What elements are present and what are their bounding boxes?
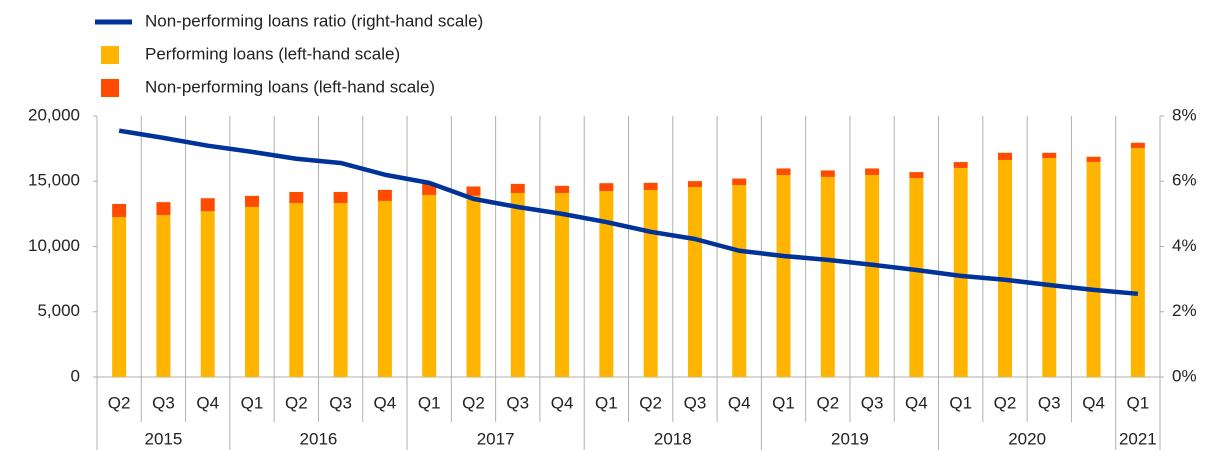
bar (687, 186, 702, 377)
y2-tick-label: 0% (1172, 366, 1197, 385)
bar (112, 217, 127, 377)
bar (599, 191, 614, 377)
bar (820, 176, 835, 377)
bar (953, 167, 968, 377)
bar (510, 183, 525, 193)
bar (466, 195, 481, 377)
x-tick-label: Q1 (241, 393, 264, 412)
bar (865, 168, 880, 175)
x-tick-label: Q3 (1038, 393, 1061, 412)
bar (377, 200, 392, 377)
legend-label: Non-performing loans (left-hand scale) (145, 77, 435, 96)
bar (510, 192, 525, 377)
y2-tick-label: 4% (1172, 236, 1197, 255)
year-label: 2019 (831, 429, 869, 448)
x-tick-label: Q4 (196, 393, 219, 412)
x-tick-label: Q3 (329, 393, 352, 412)
bar (820, 170, 835, 177)
y-tick-label: 15,000 (28, 171, 80, 190)
bar (422, 194, 437, 377)
x-tick-label: Q4 (905, 393, 928, 412)
bar (200, 198, 215, 212)
x-tick-label: Q1 (418, 393, 441, 412)
bar (909, 177, 924, 377)
x-tick-label: Q2 (639, 393, 662, 412)
bar (1042, 152, 1057, 159)
line (118, 128, 1139, 297)
x-tick-label: Q1 (772, 393, 795, 412)
x-tick-label: Q2 (108, 393, 131, 412)
x-tick-label: Q4 (374, 393, 397, 412)
legend-swatch (101, 46, 119, 64)
y-tick-label: 5,000 (37, 301, 80, 320)
bar (333, 203, 348, 377)
year-label: 2017 (477, 429, 515, 448)
year-label: 2015 (145, 429, 183, 448)
bar (1130, 142, 1145, 148)
x-tick-label: Q3 (861, 393, 884, 412)
bar (289, 191, 304, 204)
bar (997, 159, 1012, 377)
bar (112, 203, 127, 218)
bar (643, 189, 658, 377)
y-tick-label: 0 (71, 366, 80, 385)
y2-tick-label: 6% (1172, 171, 1197, 190)
bar (732, 178, 747, 186)
bar (156, 215, 171, 377)
bar (245, 206, 260, 377)
x-tick-label: Q1 (1127, 393, 1150, 412)
bar (156, 202, 171, 216)
bar (333, 191, 348, 204)
y-tick-label: 20,000 (28, 105, 80, 124)
bar (1086, 156, 1101, 162)
bar (1042, 158, 1057, 377)
bar (599, 183, 614, 192)
x-tick-label: Q3 (506, 393, 529, 412)
bar (422, 183, 437, 195)
legend-label: Non-performing loans ratio (right-hand s… (145, 11, 483, 30)
bar (865, 174, 880, 377)
legend-swatch (101, 79, 119, 97)
bar (245, 195, 260, 207)
x-tick-label: Q2 (816, 393, 839, 412)
year-label: 2018 (654, 429, 692, 448)
bar (289, 203, 304, 377)
x-tick-label: Q4 (728, 393, 751, 412)
bar (643, 182, 658, 190)
bar (555, 185, 570, 193)
x-tick-label: Q2 (994, 393, 1017, 412)
bar (776, 174, 791, 377)
bar (953, 162, 968, 168)
bar (732, 185, 747, 377)
x-tick-label: Q3 (684, 393, 707, 412)
bar (200, 211, 215, 377)
bar (466, 186, 481, 196)
bar (1086, 161, 1101, 377)
x-tick-label: Q2 (285, 393, 308, 412)
x-tick-label: Q4 (551, 393, 574, 412)
legend-label: Performing loans (left-hand scale) (145, 44, 400, 63)
y2-tick-label: 2% (1172, 301, 1197, 320)
x-tick-label: Q1 (949, 393, 972, 412)
x-tick-label: Q4 (1082, 393, 1105, 412)
x-tick-label: Q3 (152, 393, 175, 412)
year-label: 2020 (1008, 429, 1046, 448)
y2-tick-label: 8% (1172, 105, 1197, 124)
bar (687, 181, 702, 187)
x-tick-label: Q2 (462, 393, 485, 412)
bar (555, 192, 570, 377)
year-label: 2021 (1119, 429, 1157, 448)
bar (776, 168, 791, 175)
x-tick-label: Q1 (595, 393, 618, 412)
bar (909, 172, 924, 178)
bar (377, 189, 392, 201)
bar (1130, 147, 1145, 377)
bar (997, 152, 1012, 160)
y-tick-label: 10,000 (28, 236, 80, 255)
year-label: 2016 (300, 429, 338, 448)
